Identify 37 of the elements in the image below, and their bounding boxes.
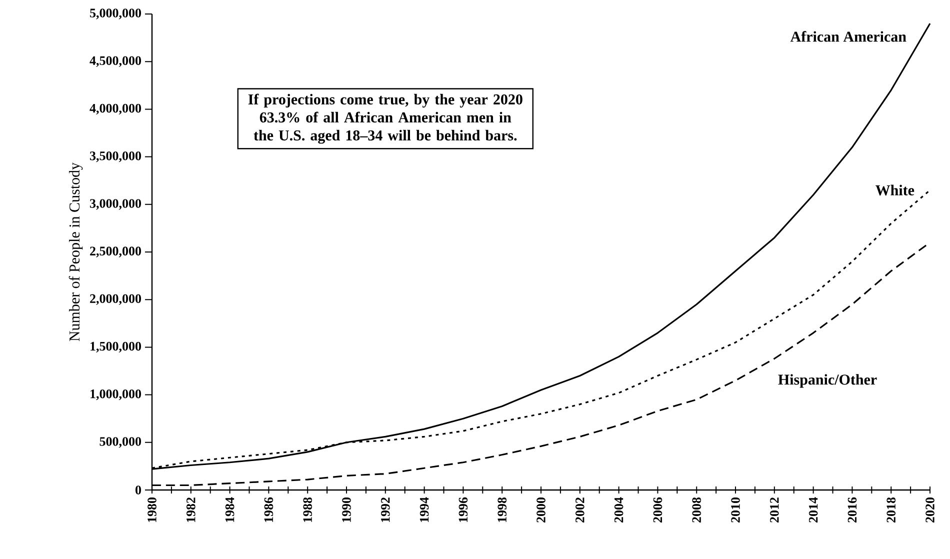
x-tick-label: 1992 [381,498,390,522]
x-tick-label: 1980 [148,498,156,522]
x-tick-label: 1988 [303,497,312,522]
y-tick-label: 3,500,000 [90,151,142,162]
x-tick-label: 2006 [653,497,662,522]
y-tick-label: 2,500,000 [90,246,142,258]
y-tick-label: 5,000,000 [90,8,142,20]
x-tick-label: 2004 [614,497,624,522]
x-tick-label: 1994 [420,497,429,522]
series-label: White [876,184,914,196]
x-tick-label: 2010 [731,498,740,522]
x-tick-label: 2000 [536,498,546,522]
x-tick-label: 1982 [186,498,196,522]
x-tick-label: 2018 [886,497,896,522]
x-tick-label: 2016 [848,497,857,522]
x-tick-label: 1996 [458,497,468,522]
y-tick-label: 1,500,000 [90,342,142,353]
y-tick-label: 0 [136,486,142,494]
x-tick-label: 2020 [926,498,934,522]
y-tick-label: 4,000,000 [90,104,142,115]
annotation: If projections come true, by the year 2020 63.3% of all African American men in the U.S. aged 18–34 will be behind bars. [248,94,522,144]
y-tick-label: 2,000,000 [90,294,142,305]
x-tick-label: 2002 [576,498,584,522]
x-tick-label: 2014 [808,497,818,522]
y-tick-label: 3,000,000 [90,199,142,210]
y-axis-title: Number of People in Custody [68,162,83,342]
x-tick-label: 1998 [498,497,506,522]
x-tick-label: 1990 [342,498,351,522]
x-tick-label: 2008 [692,497,701,522]
y-tick-label: 4,500,000 [90,56,142,67]
y-tick-label: 1,000,000 [90,389,142,400]
series-label: African American [790,31,906,42]
x-tick-label: 2012 [770,498,779,522]
y-tick-label: 500,000 [100,437,142,448]
x-tick-label: 1984 [225,497,234,522]
x-tick-label: 1986 [264,497,274,522]
series-label: Hispanic/Other [778,374,877,388]
